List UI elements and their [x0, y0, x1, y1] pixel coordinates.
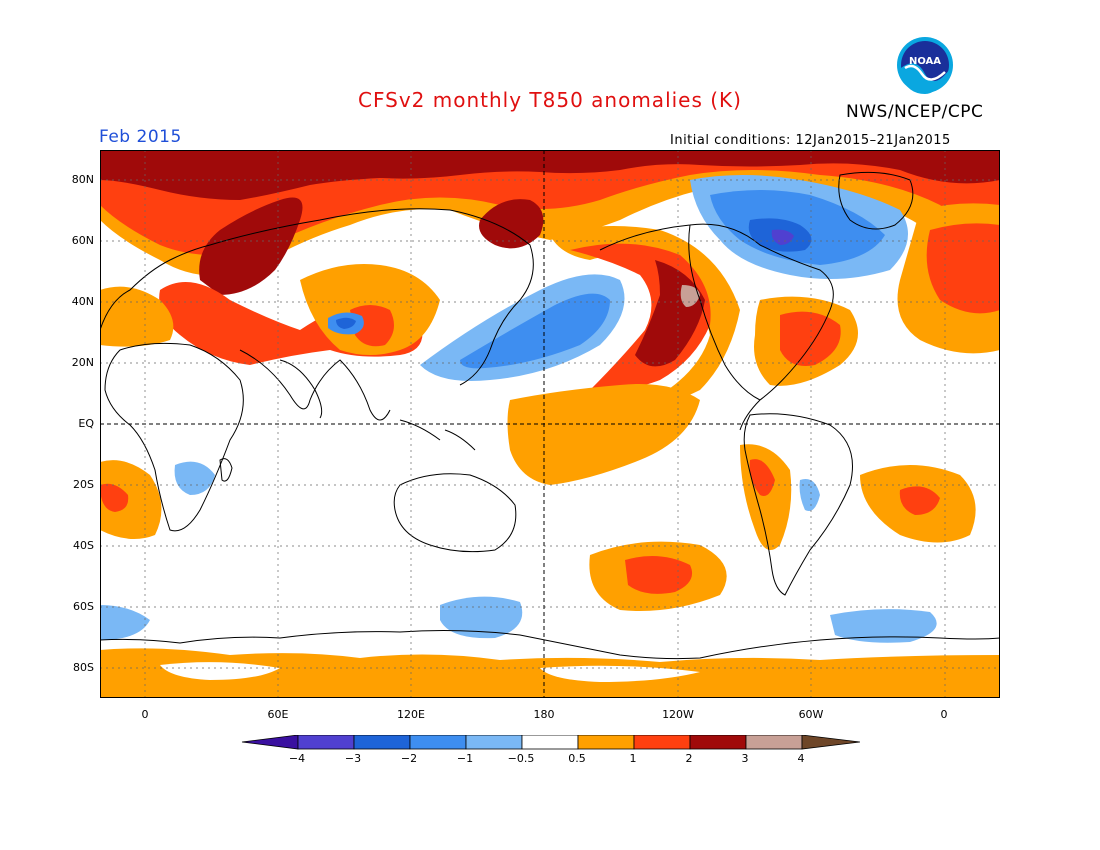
colorbar-arrow-right	[801, 735, 860, 750]
colorbar-label: −0.5	[507, 752, 535, 765]
colorbar-cell	[577, 735, 635, 750]
colorbar-label: −1	[456, 752, 474, 765]
colorbar-label: 4	[797, 752, 805, 765]
lat-label: 20N	[71, 356, 94, 369]
lat-label: 40N	[71, 295, 94, 308]
forecast-month: Feb 2015	[99, 127, 182, 147]
lon-label: 60E	[267, 708, 289, 721]
colorbar-label: 2	[685, 752, 693, 765]
coastlines	[100, 171, 1000, 660]
lat-label: 20S	[73, 478, 94, 491]
canada-cool-region	[690, 175, 908, 279]
colorbar-label: −2	[400, 752, 418, 765]
lon-label: 180	[533, 708, 555, 721]
eurasia-warm-core	[199, 197, 303, 295]
colorbar-arrow-left	[241, 735, 299, 750]
colorbar-label: −4	[288, 752, 306, 765]
tropical-pacific-warm	[507, 384, 700, 485]
colorbar-cell	[521, 735, 579, 750]
colorbar-cell	[465, 735, 523, 750]
southern-ocean-cool	[100, 605, 150, 640]
lon-label: 0	[940, 708, 948, 721]
colorbar-label: 3	[741, 752, 749, 765]
colorbar-cell	[633, 735, 691, 750]
colorbar-label: 0.5	[568, 752, 586, 765]
noaa-logo-text: NOAA	[909, 56, 941, 67]
lon-label: 120E	[397, 708, 425, 721]
colorbar-cell	[353, 735, 411, 750]
colorbar-label: −3	[344, 752, 362, 765]
lat-label: 60S	[73, 600, 94, 613]
noaa-logo-icon: NOAA	[897, 37, 953, 94]
colorbar-cell	[297, 735, 355, 750]
lat-label: 80N	[71, 173, 94, 186]
lat-label: EQ	[78, 417, 94, 430]
colorbar-cell	[689, 735, 747, 750]
grid-lines	[100, 150, 1000, 698]
colorbar-cell	[745, 735, 803, 750]
lat-label: 80S	[73, 661, 94, 674]
map-frame	[100, 150, 1000, 698]
colorbar	[241, 735, 860, 750]
lat-label: 40S	[73, 539, 94, 552]
initial-conditions: Initial conditions: 12Jan2015–21Jan2015	[670, 133, 951, 148]
lon-label: 120W	[662, 708, 694, 721]
agency-label: NWS/NCEP/CPC	[846, 102, 984, 122]
lon-label: 0	[141, 708, 149, 721]
anomaly-map	[100, 150, 1000, 698]
north-pacific-cool-region	[420, 274, 625, 381]
chart-title: CFSv2 monthly T850 anomalies (K)	[358, 88, 742, 112]
lon-label: 60W	[798, 708, 824, 721]
colorbar-cell	[409, 735, 467, 750]
lat-label: 60N	[71, 234, 94, 247]
colorbar-label: 1	[629, 752, 637, 765]
